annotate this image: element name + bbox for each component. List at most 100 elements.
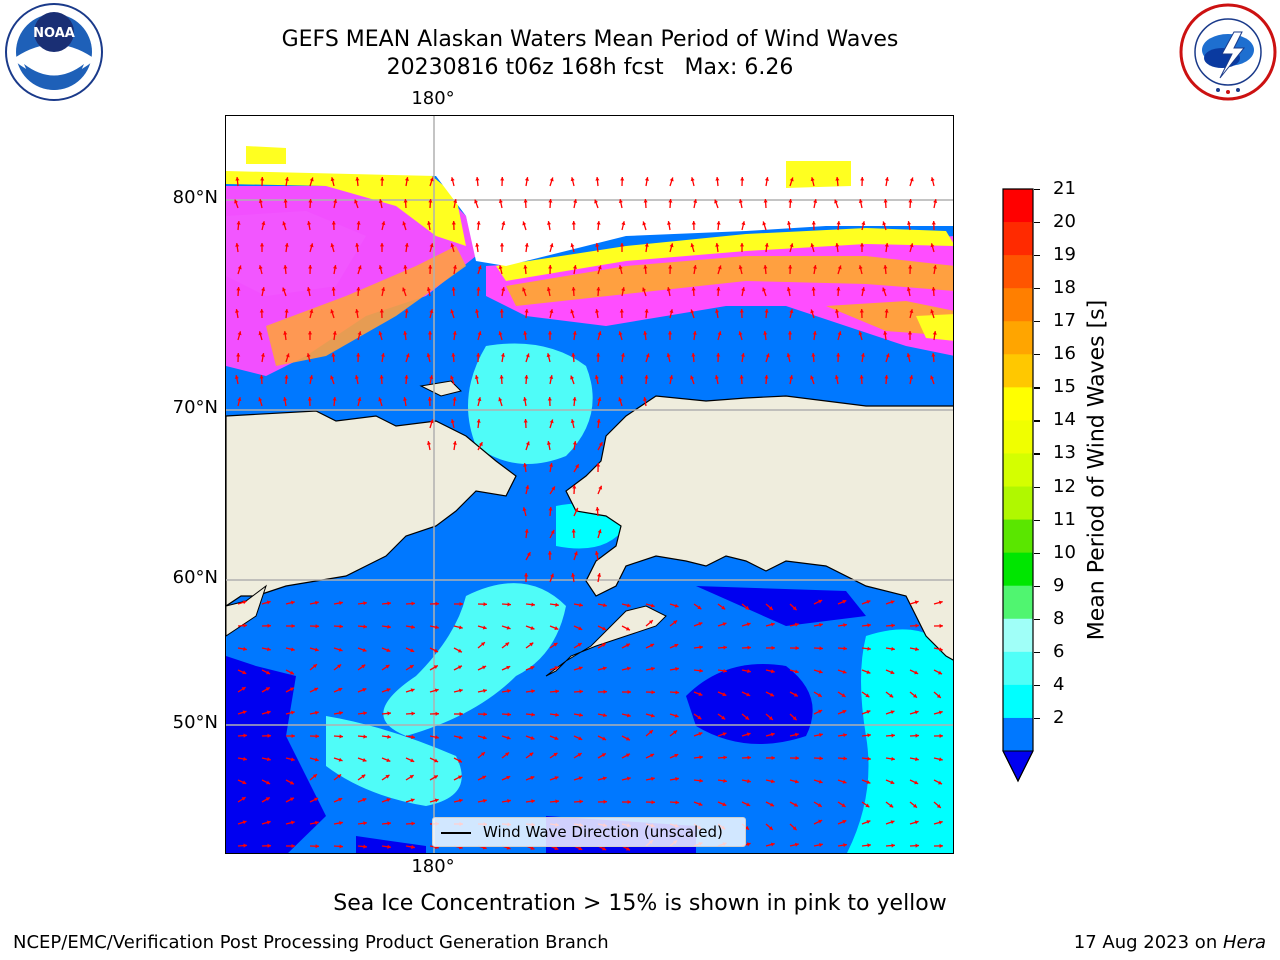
- wave-direction-arrowhead: [762, 287, 767, 292]
- wave-direction-arrowhead: [522, 287, 527, 292]
- wave-direction-arrowhead: [235, 243, 240, 247]
- wave-direction-arrowhead: [434, 798, 439, 803]
- wave-direction-arrowhead: [553, 642, 558, 647]
- wave-direction-arrowhead: [889, 693, 894, 698]
- wave-direction-arrowhead: [501, 287, 506, 291]
- wave-direction-arrowhead: [764, 243, 769, 247]
- wave-direction-arrowhead: [770, 842, 775, 847]
- wave-direction-arrowhead: [884, 309, 889, 313]
- wave-direction-arrowhead: [936, 804, 941, 808]
- wave-direction-arrowhead: [746, 692, 751, 697]
- wave-direction-arrowhead: [549, 463, 554, 467]
- wave-direction-arrowhead: [357, 265, 362, 270]
- wave-direction-arrowhead: [475, 177, 480, 181]
- wave-direction-arrowhead: [530, 666, 535, 670]
- wave-direction-arrowhead: [819, 646, 823, 651]
- lat-label-50: 50°N: [172, 712, 218, 733]
- wave-direction-arrowhead: [241, 797, 246, 801]
- wave-direction-arrowhead: [381, 221, 386, 226]
- wave-direction-arrowhead: [891, 733, 895, 738]
- wave-direction-arrowhead: [699, 668, 703, 673]
- wave-direction-arrowhead: [741, 287, 746, 291]
- wave-direction-arrowhead: [426, 441, 431, 445]
- wave-direction-arrowhead: [859, 243, 865, 247]
- wave-direction-arrowhead: [914, 710, 919, 715]
- wave-direction-arrowhead: [435, 711, 439, 716]
- wave-direction-arrowhead: [891, 623, 895, 628]
- wave-direction-arrowhead: [843, 623, 847, 628]
- wave-direction-arrowhead: [789, 243, 794, 248]
- wave-direction-arrowhead: [768, 606, 773, 610]
- wave-direction-arrowhead: [914, 600, 919, 605]
- wave-direction-arrowhead: [690, 177, 695, 182]
- wave-direction-arrowhead: [714, 375, 719, 379]
- wave-direction-arrowhead: [338, 757, 343, 762]
- wave-direction-arrowhead: [915, 647, 919, 652]
- wave-direction-arrowhead: [842, 819, 847, 824]
- wave-direction-arrowhead: [507, 712, 511, 717]
- wave-direction-arrowhead: [378, 397, 383, 402]
- wave-direction-arrowhead: [650, 713, 655, 718]
- wave-direction-arrowhead: [793, 802, 798, 807]
- wave-direction-arrowhead: [387, 711, 391, 716]
- wave-direction-arrowhead: [603, 713, 607, 718]
- wave-direction-arrowhead: [433, 775, 438, 779]
- wave-direction-arrowhead: [747, 669, 751, 674]
- wave-direction-arrowhead: [914, 780, 919, 785]
- wave-direction-arrowhead: [621, 221, 626, 226]
- wave-direction-arrowhead: [337, 774, 342, 779]
- wave-direction-arrowhead: [339, 844, 343, 849]
- wave-direction-arrowhead: [865, 693, 870, 698]
- wave-direction-arrowhead: [411, 821, 415, 826]
- wave-direction-arrowhead: [883, 265, 888, 269]
- wave-direction-arrowhead: [891, 646, 895, 651]
- chart-title: GEFS MEAN Alaskan Waters Mean Period of …: [281, 27, 899, 52]
- wave-direction-arrowhead: [312, 664, 317, 668]
- wave-direction-arrowhead: [289, 797, 294, 802]
- wave-direction-arrowhead: [723, 645, 727, 650]
- colorbar-tick-mark: [1034, 585, 1040, 587]
- wave-direction-arrowhead: [859, 309, 864, 313]
- wave-direction-arrowhead: [477, 265, 482, 270]
- wave-direction-arrowhead: [530, 735, 535, 740]
- wave-direction-arrowhead: [555, 799, 559, 804]
- wave-direction-arrowhead: [597, 265, 602, 270]
- wave-direction-arrowhead: [530, 776, 535, 780]
- wave-direction-arrowhead: [235, 309, 240, 313]
- wave-direction-arrowhead: [459, 711, 463, 717]
- wave-direction-arrowhead: [411, 844, 415, 849]
- wave-direction-arrowhead: [258, 265, 263, 270]
- colorbar-segment: [1003, 354, 1033, 388]
- wave-direction-arrowhead: [315, 710, 319, 715]
- wave-direction-arrowhead: [619, 243, 625, 247]
- wave-direction-arrowhead: [332, 265, 337, 269]
- wave-direction-arrowhead: [667, 331, 673, 335]
- wave-direction-arrowhead: [644, 243, 649, 247]
- wave-direction-arrowhead: [907, 331, 913, 335]
- wave-period-map: [226, 116, 953, 853]
- wave-direction-arrowhead: [403, 397, 408, 401]
- wave-direction-arrowhead: [909, 375, 914, 379]
- wave-direction-arrowhead: [387, 844, 391, 849]
- wave-direction-arrowhead: [362, 647, 367, 652]
- wave-direction-arrowhead: [579, 602, 583, 607]
- wave-direction-arrowhead: [651, 690, 655, 695]
- wave-direction-arrowhead: [882, 287, 887, 292]
- wave-direction-arrowhead: [555, 602, 559, 607]
- wave-direction-arrowhead: [529, 752, 534, 757]
- wave-direction-arrowhead: [499, 309, 504, 313]
- wave-direction-arrowhead: [698, 732, 703, 736]
- wave-direction-arrowhead: [380, 177, 385, 181]
- colorbar-tick-mark: [1034, 222, 1040, 224]
- wave-direction-arrowhead: [289, 780, 294, 785]
- wave-direction-arrowhead: [643, 397, 648, 401]
- wave-direction-arrowhead: [717, 331, 722, 336]
- wave-direction-arrowhead: [548, 507, 553, 511]
- wave-direction-arrowhead: [932, 331, 937, 335]
- wave-direction-arrowhead: [765, 353, 770, 358]
- wave-direction-arrowhead: [522, 221, 527, 226]
- wave-direction-arrowhead: [266, 820, 271, 825]
- wave-direction-arrowhead: [915, 843, 919, 848]
- wave-direction-arrowhead: [602, 626, 607, 631]
- wave-direction-arrowhead: [936, 694, 941, 698]
